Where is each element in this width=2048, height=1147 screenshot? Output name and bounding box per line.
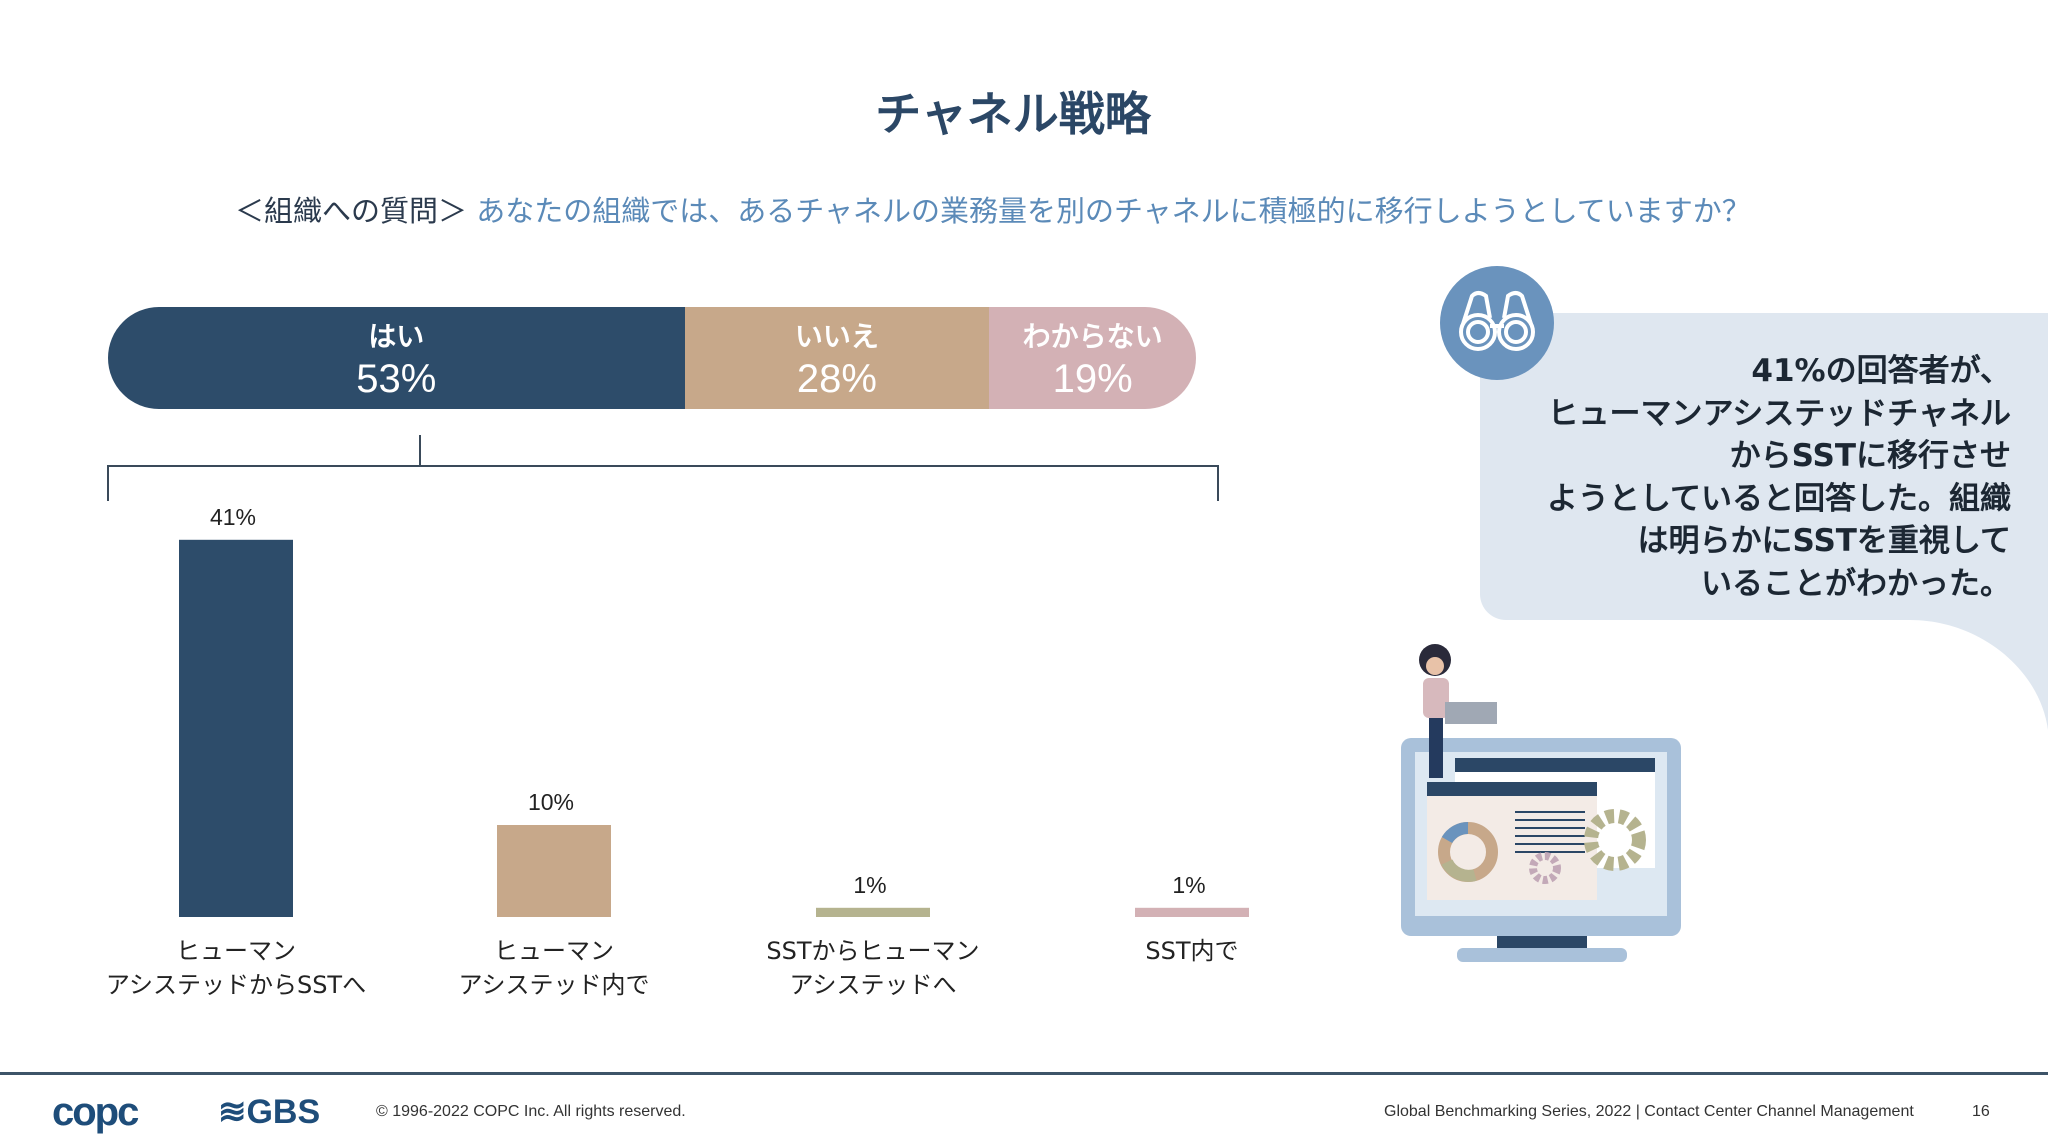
segment-value: 53% — [356, 356, 437, 401]
bar-category-label: SSTからヒューマン アシステッドへ — [766, 934, 979, 1002]
callout-text: 41%の回答者が、ヒューマンアシステッドチャネルからSSTに移行させようとしてい… — [1547, 350, 2011, 605]
callout-line: 41%の回答者が、 — [1751, 353, 2011, 389]
person-computer-illustration — [1401, 644, 1681, 962]
category-line: アシステッドからSSTへ — [105, 971, 367, 999]
bracket — [107, 435, 1219, 501]
question-text: あなたの組織では、あるチャネルの業務量を別のチャネルに積極的に移行しようとしてい… — [476, 194, 1751, 228]
callout-tail — [1900, 600, 2048, 730]
series-title: Global Benchmarking Series, 2022 | Conta… — [1384, 1103, 1914, 1120]
callout-line: からSSTに移行させ — [1729, 438, 2011, 474]
copc-logo: copc — [52, 1090, 139, 1134]
bar-value-label: 1% — [853, 871, 887, 898]
footer-divider — [0, 1072, 2048, 1075]
category-line: SSTからヒューマン — [766, 937, 980, 965]
binoculars-icon — [1440, 266, 1554, 380]
segment-label: わからない — [1022, 319, 1163, 353]
bracket-line — [107, 465, 1219, 501]
bar-category-label: SST内で — [1145, 934, 1238, 968]
category-line: アシステッド内で — [458, 971, 650, 999]
stack-segment: いいえ 28% — [684, 307, 990, 409]
bar — [1135, 907, 1249, 917]
segment-label: はい — [368, 319, 425, 353]
bar — [497, 825, 611, 917]
category-line: ヒューマン — [493, 937, 614, 965]
page-number: 16 — [1972, 1103, 1990, 1120]
category-line: ヒューマン — [175, 937, 296, 965]
segment-label: いいえ — [794, 319, 879, 353]
bar-value-label: 41% — [209, 503, 257, 530]
callout-line: ようとしていると回答した。組織 — [1546, 480, 2011, 517]
category-line: アシステッドへ — [789, 971, 957, 999]
stacked-bar: はい 53% いいえ 28% わからない 19% — [108, 307, 1196, 409]
callout-line: ヒューマンアシステッドチャネル — [1547, 395, 2011, 432]
survey-question: ＜組織への質問＞ あなたの組織では、あるチャネルの業務量を別のチャネルに積極的に… — [235, 188, 1751, 230]
gbs-logo: ≋GBS — [218, 1093, 321, 1131]
stack-segment: わからない 19% — [989, 307, 1196, 409]
callout-line: いることがわかった。 — [1701, 565, 2011, 602]
segment-value: 28% — [796, 356, 877, 401]
bar — [179, 539, 293, 917]
page-title: チャネル戦略 — [875, 87, 1151, 141]
segment-value: 19% — [1052, 356, 1133, 401]
bar-value-label: 1% — [1172, 871, 1206, 898]
copyright: © 1996-2022 COPC Inc. All rights reserve… — [376, 1103, 686, 1120]
bar-value-label: 10% — [527, 789, 575, 815]
callout-line: は明らかにSSTを重視して — [1637, 523, 2011, 559]
stack-segment: はい 53% — [108, 307, 685, 409]
bar — [816, 907, 930, 917]
callout-box — [1480, 313, 2048, 620]
bar-category-label: ヒューマンアシステッド内で — [458, 934, 649, 1002]
question-prefix: ＜組織への質問＞ — [235, 194, 468, 228]
category-line: SST内で — [1145, 937, 1239, 965]
bar-category-label: ヒューマンアシステッドからSSTへ — [106, 934, 366, 1002]
